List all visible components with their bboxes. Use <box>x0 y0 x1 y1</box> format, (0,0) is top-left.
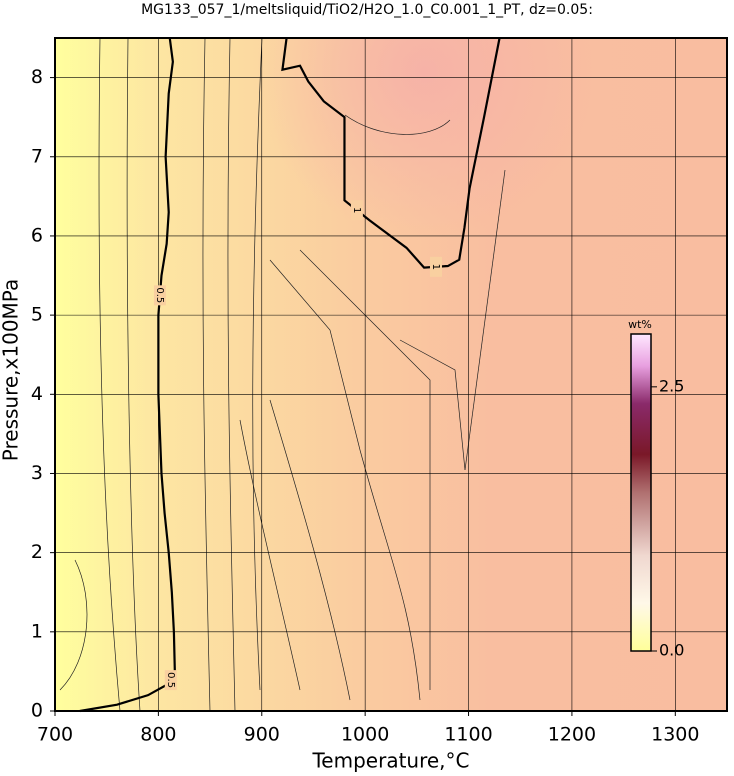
x-axis-label: Temperature,°C <box>311 749 469 773</box>
y-tick-label: 2 <box>31 541 43 563</box>
y-tick-label: 6 <box>31 224 43 246</box>
y-tick-label: 1 <box>31 620 43 642</box>
x-tick-label: 1100 <box>444 724 492 746</box>
colorbar-label: wt% <box>628 318 652 331</box>
x-tick-label: 900 <box>244 724 280 746</box>
colorbar-tick-label: 0.0 <box>659 641 684 660</box>
y-tick-label: 4 <box>31 383 43 405</box>
plot: 0.5 0.5 1 1 <box>54 37 727 713</box>
contour-label: 1 <box>430 264 441 270</box>
contour-label-bg <box>153 285 166 306</box>
chart-title: MG133_057_1/meltsliquid/TiO2/H2O_1.0_C0.… <box>141 2 593 18</box>
y-tick-label: 7 <box>31 145 43 167</box>
frame <box>54 37 728 712</box>
y-tick-label: 8 <box>31 66 43 88</box>
contour-label-bg <box>350 200 363 221</box>
contour-label: 1 <box>351 207 362 213</box>
x-tick-label: 800 <box>140 724 176 746</box>
contour-label: 0.5 <box>165 672 176 688</box>
y-axis-label: Pressure,x100MPa <box>0 279 23 461</box>
contour-label: 0.5 <box>154 287 165 303</box>
x-tick-label: 1200 <box>548 724 596 746</box>
x-tick-label: 1000 <box>341 724 389 746</box>
y-tick-label: 0 <box>31 700 43 722</box>
y-tick-label: 5 <box>31 304 43 326</box>
colorbar-tick-label: 2.5 <box>659 376 684 395</box>
contour-label-bg <box>164 670 177 691</box>
x-tick-label: 1300 <box>651 724 699 746</box>
x-tick-label: 700 <box>37 724 73 746</box>
contour-line <box>281 37 501 269</box>
contour-label-bg <box>429 256 442 277</box>
y-tick-label: 3 <box>31 462 43 484</box>
field-highlight <box>55 38 727 711</box>
colorbar <box>630 333 652 652</box>
minor-contours <box>59 37 506 712</box>
